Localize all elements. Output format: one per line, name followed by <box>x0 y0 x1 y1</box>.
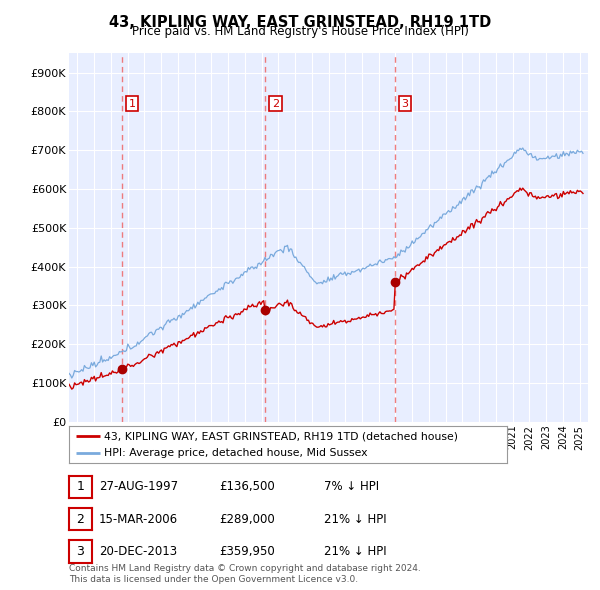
Text: Contains HM Land Registry data © Crown copyright and database right 2024.: Contains HM Land Registry data © Crown c… <box>69 565 421 573</box>
Text: 3: 3 <box>401 99 409 109</box>
Text: £359,950: £359,950 <box>219 545 275 558</box>
Text: 2: 2 <box>272 99 279 109</box>
Text: 2: 2 <box>76 513 85 526</box>
Text: 1: 1 <box>76 480 85 493</box>
Text: 15-MAR-2006: 15-MAR-2006 <box>99 513 178 526</box>
Text: 27-AUG-1997: 27-AUG-1997 <box>99 480 178 493</box>
Text: 7% ↓ HPI: 7% ↓ HPI <box>324 480 379 493</box>
Text: 21% ↓ HPI: 21% ↓ HPI <box>324 545 386 558</box>
Text: 43, KIPLING WAY, EAST GRINSTEAD, RH19 1TD: 43, KIPLING WAY, EAST GRINSTEAD, RH19 1T… <box>109 15 491 30</box>
Text: £136,500: £136,500 <box>219 480 275 493</box>
Text: 21% ↓ HPI: 21% ↓ HPI <box>324 513 386 526</box>
Text: 3: 3 <box>76 545 85 558</box>
Text: 43, KIPLING WAY, EAST GRINSTEAD, RH19 1TD (detached house): 43, KIPLING WAY, EAST GRINSTEAD, RH19 1T… <box>104 431 458 441</box>
Text: Price paid vs. HM Land Registry's House Price Index (HPI): Price paid vs. HM Land Registry's House … <box>131 25 469 38</box>
Text: 20-DEC-2013: 20-DEC-2013 <box>99 545 177 558</box>
Text: £289,000: £289,000 <box>219 513 275 526</box>
Text: 1: 1 <box>128 99 136 109</box>
Text: This data is licensed under the Open Government Licence v3.0.: This data is licensed under the Open Gov… <box>69 575 358 584</box>
Text: HPI: Average price, detached house, Mid Sussex: HPI: Average price, detached house, Mid … <box>104 448 368 458</box>
